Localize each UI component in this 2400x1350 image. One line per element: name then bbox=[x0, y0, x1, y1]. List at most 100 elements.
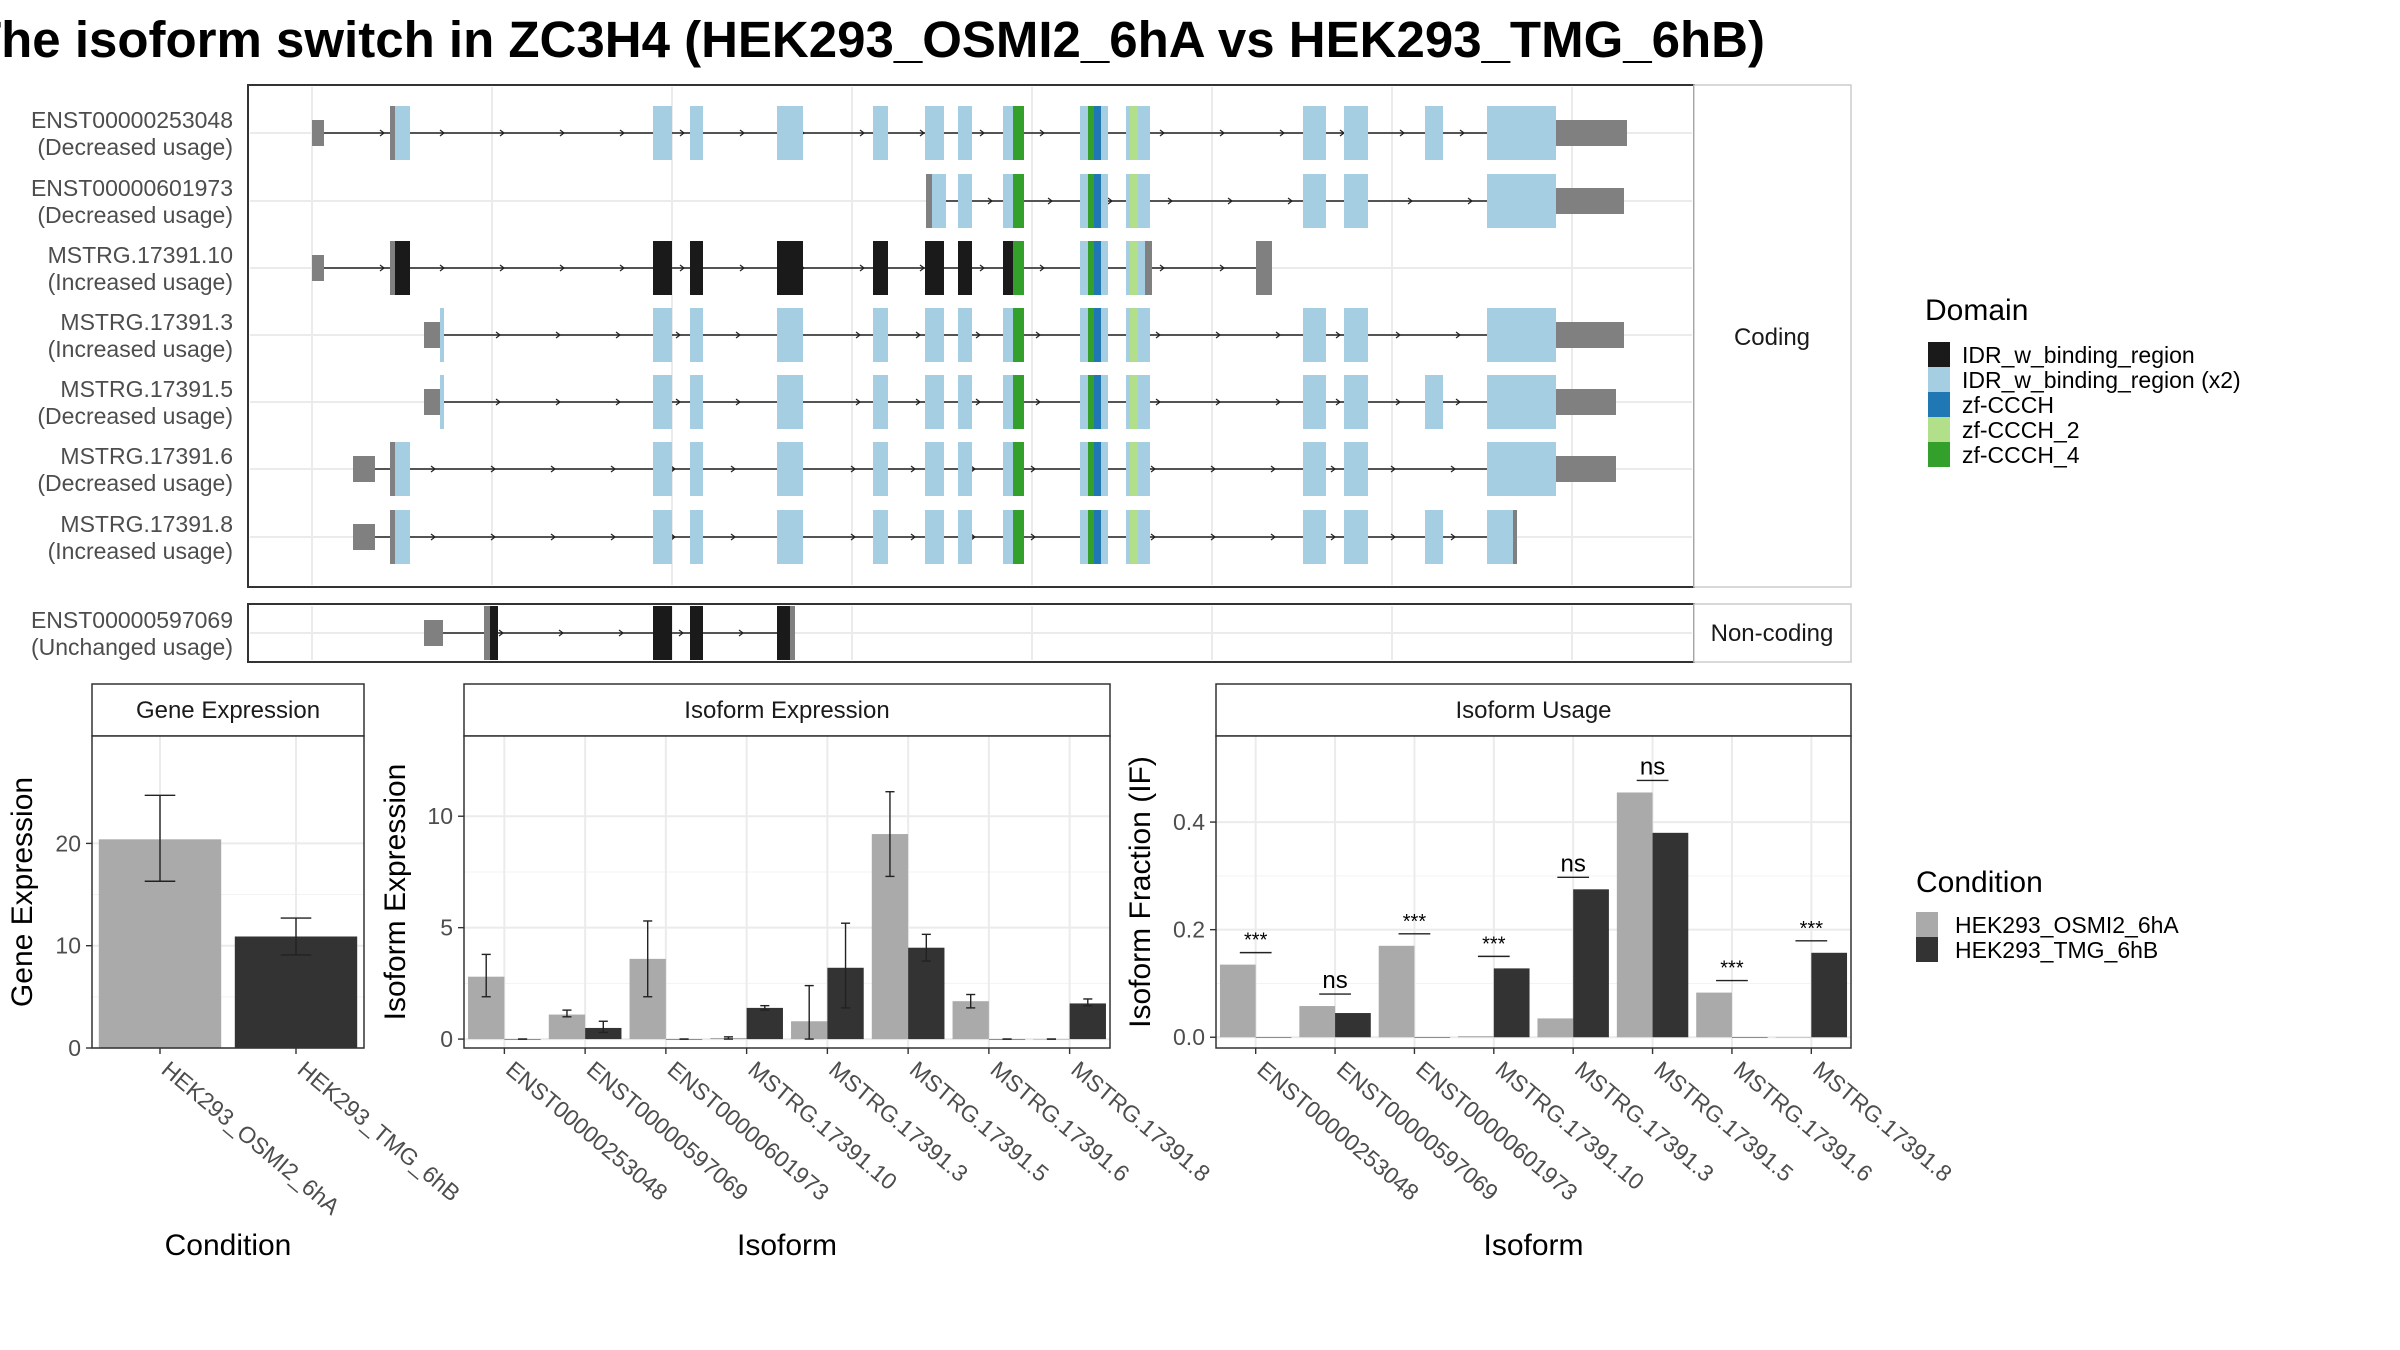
coding-exon bbox=[958, 308, 972, 362]
coding-exon bbox=[1003, 308, 1013, 362]
coding-exon bbox=[1101, 106, 1108, 160]
coding-exon bbox=[958, 510, 972, 564]
intron-arrow bbox=[1155, 398, 1161, 406]
coding-exon bbox=[440, 375, 444, 429]
coding-exon bbox=[1088, 510, 1094, 564]
coding-exon bbox=[1094, 241, 1101, 295]
coding-exon bbox=[1303, 442, 1326, 496]
intron-arrow bbox=[1467, 197, 1473, 205]
coding-exon bbox=[1080, 375, 1088, 429]
coding-exon bbox=[1013, 241, 1024, 295]
coding-exon bbox=[1138, 106, 1150, 160]
intron-arrow bbox=[730, 465, 736, 473]
y-tick-label: 0.2 bbox=[1173, 917, 1205, 943]
utr-exon bbox=[424, 389, 440, 415]
coding-exon bbox=[1126, 308, 1130, 362]
coding-exon bbox=[958, 106, 972, 160]
legend-label-condition-b: HEK293_TMG_6hB bbox=[1955, 937, 2158, 963]
intron-arrow bbox=[615, 398, 621, 406]
coding-exon bbox=[958, 442, 972, 496]
transcript-usage-label: (Increased usage) bbox=[48, 538, 233, 564]
intron-arrow bbox=[859, 129, 865, 137]
intron-arrow bbox=[1335, 331, 1341, 339]
coding-exon bbox=[1094, 174, 1101, 228]
bar bbox=[1255, 1037, 1292, 1038]
coding-exon bbox=[1013, 174, 1024, 228]
intron-arrow bbox=[1390, 533, 1396, 541]
transcript-row bbox=[353, 442, 1616, 496]
bar bbox=[908, 947, 945, 1040]
coding-exon bbox=[1487, 442, 1556, 496]
x-tick-label: MSTRG.17391.3 bbox=[1570, 1056, 1719, 1187]
coding-exon bbox=[1126, 510, 1130, 564]
transcript-id-label: MSTRG.17391.5 bbox=[60, 376, 233, 402]
bar bbox=[1493, 968, 1530, 1038]
intron-arrow bbox=[555, 331, 561, 339]
intron-arrow bbox=[1215, 331, 1221, 339]
transcript-row bbox=[353, 510, 1517, 564]
intron-arrow bbox=[495, 398, 501, 406]
coding-exon bbox=[1344, 510, 1368, 564]
transcript-row bbox=[424, 606, 795, 660]
intron-arrow bbox=[855, 398, 861, 406]
intron-arrow bbox=[1159, 129, 1165, 137]
panel-frame bbox=[91, 735, 365, 1049]
intron-arrow bbox=[855, 331, 861, 339]
coding-exon bbox=[653, 510, 672, 564]
intron-arrow bbox=[1287, 197, 1293, 205]
coding-exon bbox=[653, 106, 672, 160]
coding-exon bbox=[1303, 375, 1326, 429]
bar bbox=[1378, 945, 1415, 1038]
y-tick-label: 10 bbox=[55, 933, 81, 959]
intron-arrow bbox=[1150, 465, 1156, 473]
coding-exon bbox=[777, 442, 803, 496]
coding-exon bbox=[932, 174, 946, 228]
coding-exon bbox=[395, 442, 410, 496]
intron-arrow bbox=[1039, 264, 1045, 272]
coding-exon bbox=[1094, 106, 1101, 160]
bar bbox=[585, 1027, 622, 1040]
legend-label-zf-ccch-4: zf-CCCH_4 bbox=[1962, 442, 2080, 468]
intron-arrow bbox=[1035, 398, 1041, 406]
coding-exon bbox=[690, 510, 703, 564]
coding-exon bbox=[1126, 442, 1130, 496]
utr-exon bbox=[353, 524, 375, 550]
coding-exon bbox=[925, 106, 944, 160]
intron-arrow bbox=[618, 629, 624, 637]
intron-arrow bbox=[550, 465, 556, 473]
coding-exon bbox=[1130, 241, 1138, 295]
significance-label: ns bbox=[1322, 967, 1347, 994]
coding-exon bbox=[1344, 442, 1368, 496]
coding-exon bbox=[1303, 106, 1326, 160]
bar bbox=[1731, 1037, 1768, 1038]
coding-exon bbox=[1003, 106, 1013, 160]
intron-arrow bbox=[850, 465, 856, 473]
legend-label-idr-x2: IDR_w_binding_region (x2) bbox=[1962, 367, 2241, 393]
coding-exon bbox=[873, 510, 888, 564]
intron-arrow bbox=[1227, 197, 1233, 205]
y-tick-label: 0 bbox=[440, 1026, 453, 1052]
y-tick-label: 0 bbox=[68, 1035, 81, 1061]
intron-arrow bbox=[1039, 129, 1045, 137]
coding-exon bbox=[1003, 375, 1013, 429]
x-axis-title: Condition bbox=[165, 1229, 292, 1262]
significance-label: ns bbox=[1561, 850, 1586, 877]
coding-exon bbox=[1080, 106, 1088, 160]
coding-exon bbox=[653, 606, 672, 660]
intron-arrow bbox=[678, 629, 684, 637]
transcript-id-label: MSTRG.17391.8 bbox=[60, 511, 233, 537]
coding-exon bbox=[1126, 106, 1130, 160]
bar bbox=[1811, 952, 1848, 1038]
intron-arrow bbox=[1159, 264, 1165, 272]
bar bbox=[1573, 889, 1609, 1038]
coding-exon bbox=[690, 308, 703, 362]
y-axis-title: Isoform Fraction (IF) bbox=[1124, 756, 1157, 1028]
legend-key-idr-x2 bbox=[1928, 367, 1950, 392]
intron-arrow bbox=[739, 264, 745, 272]
significance-label: *** bbox=[1403, 911, 1427, 933]
coding-exon bbox=[925, 375, 944, 429]
bar bbox=[1696, 992, 1732, 1038]
coding-exon bbox=[690, 606, 703, 660]
transcript-usage-label: (Unchanged usage) bbox=[31, 634, 233, 660]
intron-arrow bbox=[550, 533, 556, 541]
